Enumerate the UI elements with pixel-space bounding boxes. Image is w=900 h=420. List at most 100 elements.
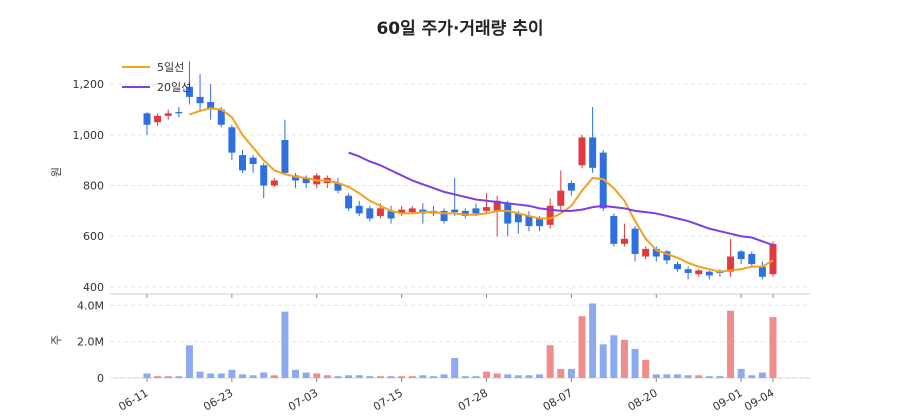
candle-body [175, 112, 183, 114]
candle-body [387, 210, 395, 219]
volume-bar [164, 376, 172, 378]
candle-body [737, 251, 745, 260]
volume-bar [461, 376, 469, 378]
volume-bar [207, 373, 215, 378]
candle-body [408, 208, 416, 213]
y-tick-label: 1,000 [73, 129, 105, 142]
volume-bar [705, 376, 713, 378]
candle-body [270, 180, 278, 186]
candle-body [143, 113, 151, 125]
x-tick-label: 06-23 [201, 386, 235, 413]
candle-body [345, 195, 353, 209]
volume-bar [695, 375, 703, 378]
volume-bar [642, 359, 650, 378]
volume-bar [769, 317, 777, 378]
candle-body [185, 86, 193, 97]
candle-body [228, 127, 236, 153]
ma-line [189, 107, 774, 273]
volume-bar [281, 311, 289, 378]
volume-bar [366, 376, 374, 378]
volume-bar [737, 368, 745, 378]
candle-body [238, 155, 246, 171]
candle-body [217, 109, 225, 125]
volume-bar [249, 375, 257, 378]
volume-bar [334, 376, 342, 378]
volume-bar [631, 348, 639, 378]
x-tick-label: 07-15 [371, 386, 405, 413]
candle-body [292, 175, 300, 181]
volume-bar [610, 335, 618, 378]
y-tick-label: 4.0M [77, 299, 104, 312]
volume-bar [748, 375, 756, 378]
candle-body [355, 205, 363, 214]
candle-body [472, 208, 480, 214]
volume-bar [536, 374, 544, 378]
candle-body [302, 177, 310, 184]
volume-bar [472, 376, 480, 378]
candle-body [398, 209, 406, 214]
volume-bar [408, 376, 416, 378]
candle-body [451, 209, 459, 213]
volume-bar [196, 371, 204, 378]
volume-bar [398, 376, 406, 378]
y-tick-label: 800 [83, 180, 104, 193]
candle-body [504, 203, 512, 224]
x-tick-label: 07-28 [456, 386, 490, 413]
candle-body [727, 256, 735, 272]
volume-bar [504, 374, 512, 378]
candle-body [207, 101, 215, 110]
candle-body [164, 113, 172, 116]
volume-bar [493, 373, 501, 378]
candle-body [695, 270, 703, 275]
candle-body [610, 215, 618, 244]
volume-bar [292, 369, 300, 378]
candle-body [493, 200, 501, 211]
candle-body [705, 271, 713, 276]
volume-bar [440, 374, 448, 378]
volume-bar [599, 344, 607, 378]
candle-body [652, 248, 660, 257]
ma-line [348, 151, 774, 247]
legend-label: 20일선 [157, 80, 191, 94]
candle-body [154, 115, 162, 123]
candle-body [483, 207, 491, 211]
candle-body [249, 157, 257, 165]
volume-bar [589, 303, 597, 378]
candle-body [536, 218, 544, 227]
volume-bar [355, 375, 363, 378]
volume-bar [143, 373, 151, 378]
volume-bar [483, 371, 491, 378]
candle-body [196, 96, 204, 104]
x-tick-label: 07-03 [286, 386, 320, 413]
volume-bar [525, 375, 533, 378]
candle-body [684, 269, 692, 273]
volume-bar [663, 374, 671, 378]
volume-bar [684, 375, 692, 378]
volume-bar [238, 374, 246, 378]
volume-bar [228, 369, 236, 378]
candle-body [589, 137, 597, 168]
volume-bar [154, 376, 162, 378]
volume-bar [345, 375, 353, 378]
volume-bar [514, 375, 522, 378]
candle-body [758, 266, 766, 277]
candle-body [674, 264, 681, 270]
candle-body [366, 208, 374, 219]
x-tick-label: 08-20 [626, 386, 660, 413]
candle-body [440, 210, 448, 222]
volume-bar [387, 376, 395, 378]
candle-body [546, 205, 554, 225]
volume-bar [716, 376, 724, 378]
legend-label: 5일선 [157, 60, 184, 74]
volume-bar [302, 372, 310, 378]
volume-bar [260, 372, 268, 378]
candle-body [334, 183, 342, 191]
candle-body [461, 210, 469, 216]
candle-body [642, 248, 650, 257]
x-tick-label: 08-07 [541, 386, 575, 413]
candle-body [260, 165, 268, 186]
volume-bar [620, 339, 628, 378]
volume-bar [674, 374, 681, 378]
candle-body [620, 238, 628, 244]
